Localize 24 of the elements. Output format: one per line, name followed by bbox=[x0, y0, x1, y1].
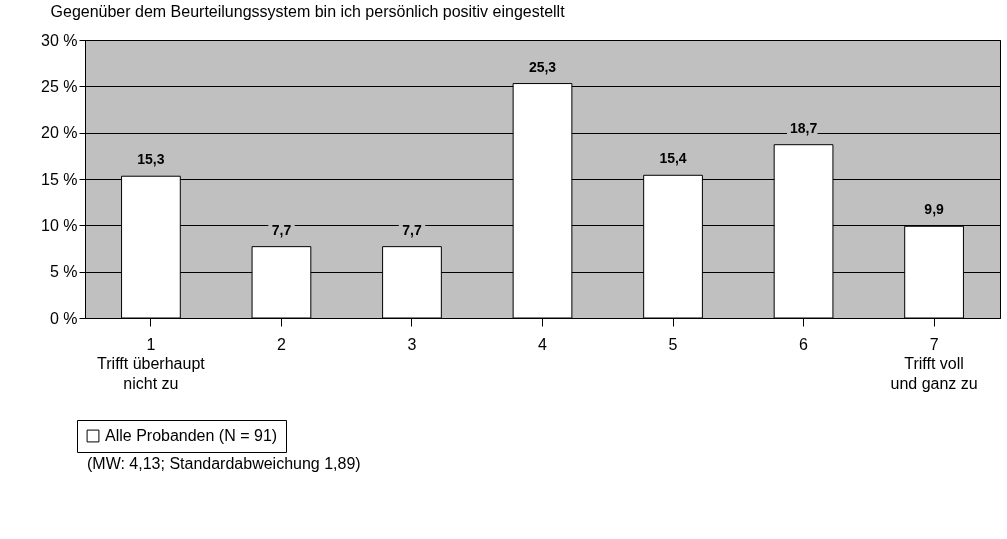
text: (MW: 4,13; Standardabweichung 1,89) bbox=[87, 455, 361, 472]
x-tick-label: 6 bbox=[799, 335, 809, 353]
y-tick-label: 30 % bbox=[41, 31, 78, 49]
chart-title: Gegenüber dem Beurteilungssystem bin ich persönlich positiv eingestellt bbox=[50, 3, 566, 20]
x-tick-label: 4 bbox=[538, 335, 548, 353]
y-tick-label: 5 % bbox=[49, 263, 78, 281]
x-tick-label: 1 bbox=[146, 335, 156, 353]
x-tick-label: 5 bbox=[668, 335, 678, 353]
text: Trifft überhaupt nicht zu bbox=[97, 355, 206, 392]
y-tick-label: 0 % bbox=[49, 309, 78, 327]
data-label: 15,4 bbox=[659, 150, 687, 167]
data-label: 25,3 bbox=[528, 58, 557, 75]
data-label: 15,3 bbox=[137, 151, 165, 168]
text: Trifft voll und ganz zu bbox=[890, 355, 978, 392]
y-tick-label: 25 % bbox=[41, 77, 78, 95]
y-tick-label: 15 % bbox=[41, 170, 78, 188]
x-tick-label: 3 bbox=[407, 335, 417, 353]
y-tick-label: 10 % bbox=[41, 216, 78, 234]
data-label: 9,9 bbox=[924, 201, 945, 218]
legend-label: Alle Probanden (N = 91) bbox=[105, 427, 278, 444]
y-tick-label: 20 % bbox=[41, 124, 78, 142]
x-tick-label: 2 bbox=[276, 335, 286, 353]
data-label: 18,7 bbox=[789, 119, 818, 136]
x-tick-label: 7 bbox=[929, 335, 939, 353]
